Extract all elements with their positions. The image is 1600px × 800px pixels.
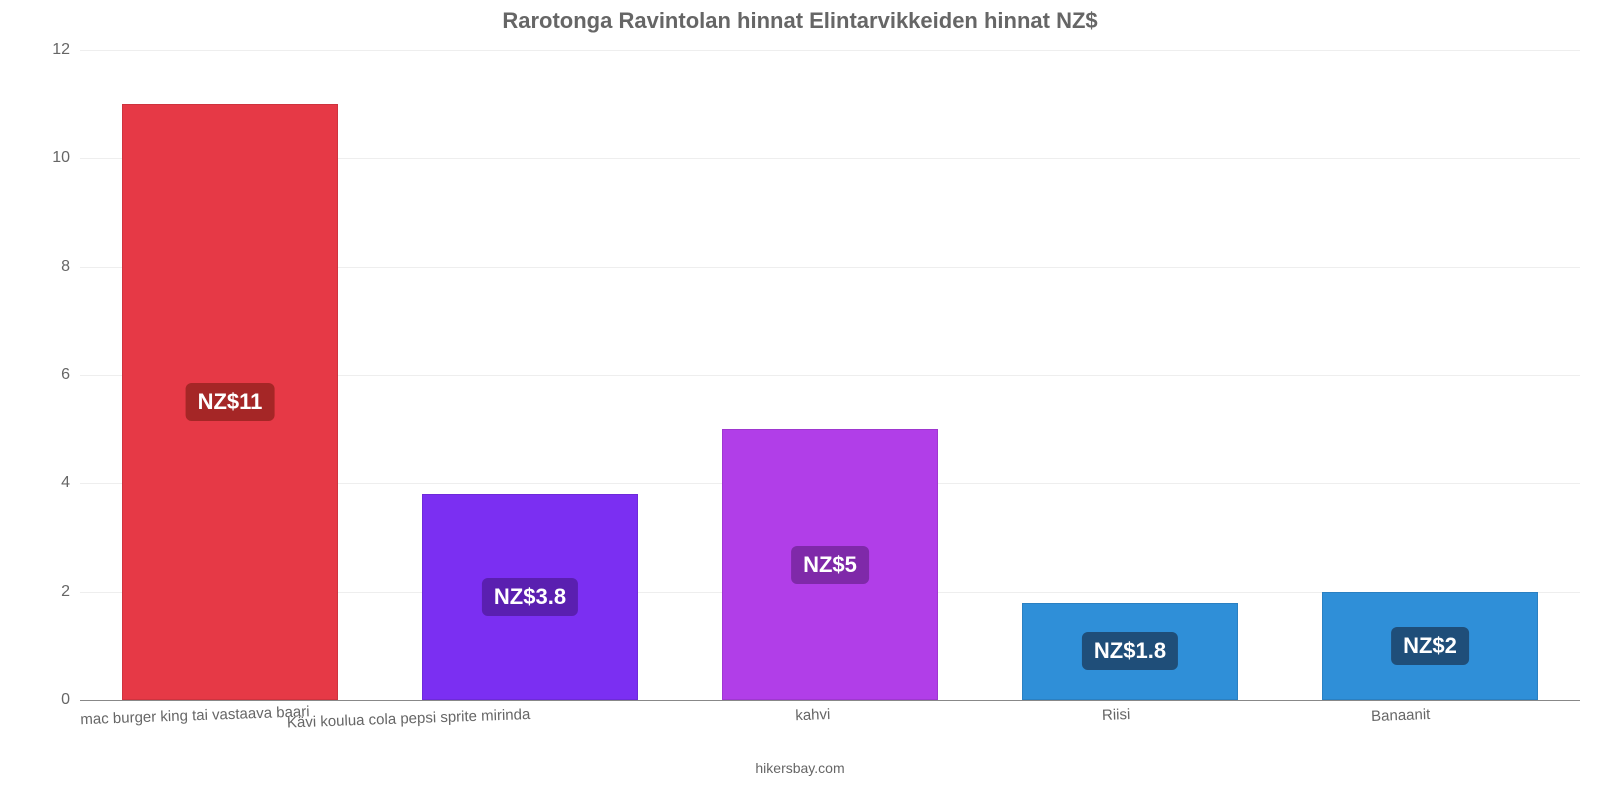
price-chart: Rarotonga Ravintolan hinnat Elintarvikke…	[0, 0, 1600, 800]
value-badge: NZ$5	[791, 546, 869, 584]
y-tick: 4	[61, 474, 80, 492]
value-badge: NZ$1.8	[1082, 632, 1178, 670]
baseline	[80, 700, 1580, 701]
value-badge: NZ$11	[186, 383, 275, 421]
y-tick: 12	[52, 41, 80, 59]
y-tick: 10	[52, 149, 80, 167]
plot-area: 024681012mac burger king tai vastaava ba…	[80, 50, 1580, 700]
value-badge: NZ$3.8	[482, 578, 578, 616]
y-tick: 2	[61, 583, 80, 601]
y-tick: 6	[61, 366, 80, 384]
chart-footer: hikersbay.com	[0, 760, 1600, 776]
gridline	[80, 50, 1580, 51]
y-tick: 8	[61, 258, 80, 276]
value-badge: NZ$2	[1391, 627, 1469, 665]
y-tick: 0	[61, 691, 80, 709]
chart-title: Rarotonga Ravintolan hinnat Elintarvikke…	[20, 8, 1580, 34]
